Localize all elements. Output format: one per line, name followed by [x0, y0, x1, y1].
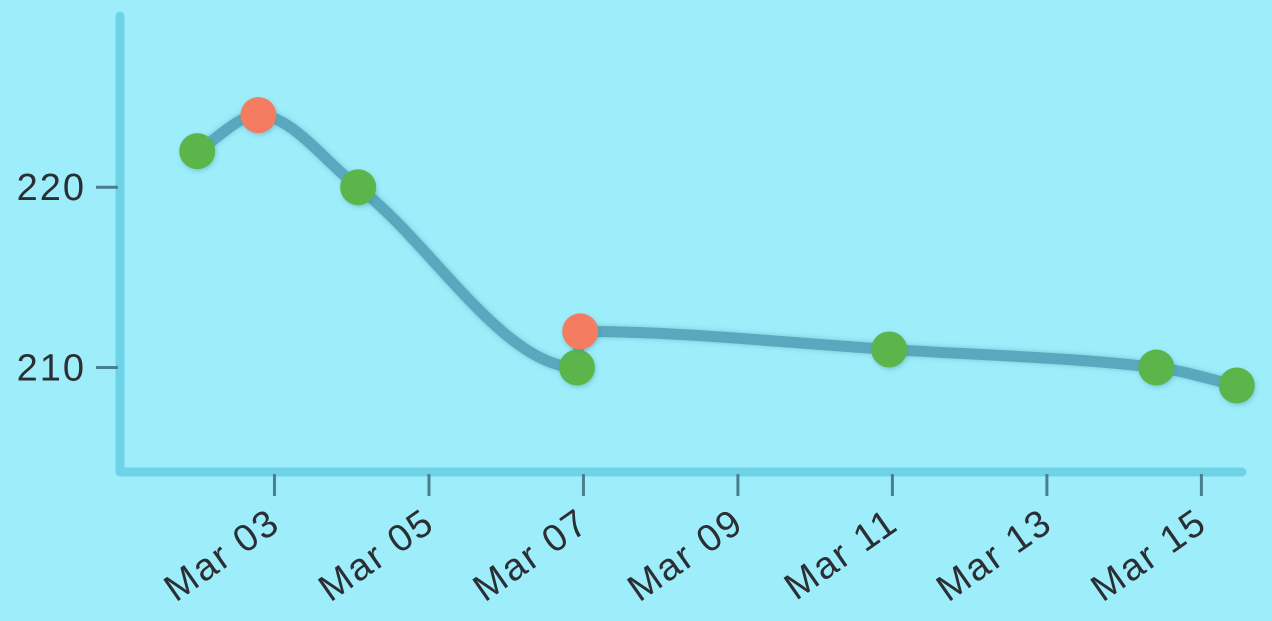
x-tick-label: Mar 11 — [777, 501, 905, 609]
data-point — [1138, 349, 1175, 386]
data-point — [340, 169, 377, 206]
x-tick-label: Mar 09 — [620, 501, 751, 610]
data-point — [562, 313, 599, 350]
data-point — [179, 133, 216, 170]
data-point — [240, 97, 277, 134]
data-point — [559, 349, 596, 386]
x-tick-label: Mar 15 — [1084, 501, 1215, 610]
series-line — [191, 109, 1243, 391]
x-tick-label: Mar 13 — [929, 501, 1060, 610]
y-tick-label: 210 — [17, 347, 86, 389]
data-point — [871, 331, 908, 368]
x-tick-label: Mar 05 — [311, 501, 442, 610]
y-tick-label: 220 — [17, 167, 86, 209]
axes — [96, 11, 1247, 496]
series-line-layer — [190, 108, 1244, 392]
x-tick-label: Mar 07 — [466, 501, 597, 610]
series-line-shadow — [190, 108, 1244, 392]
data-points-layer — [179, 97, 1256, 406]
x-tick-label: Mar 03 — [157, 501, 288, 610]
data-point — [1218, 367, 1255, 404]
